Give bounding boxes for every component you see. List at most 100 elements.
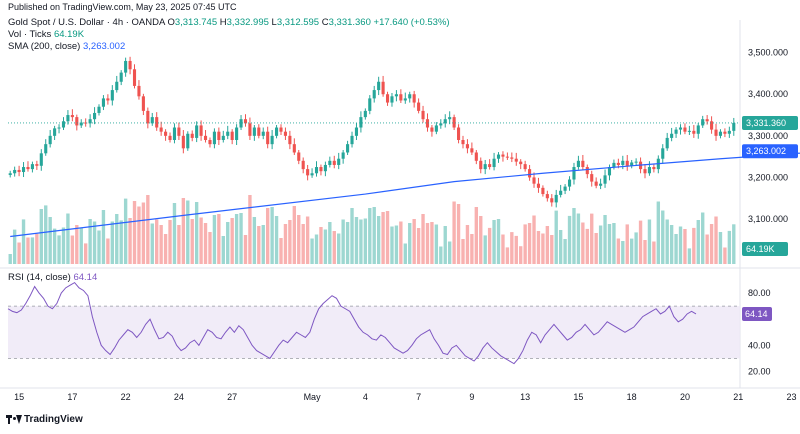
- low-value: 3,312.595: [276, 17, 320, 28]
- candle-body: [275, 127, 279, 136]
- candle-body: [70, 115, 74, 118]
- candle-body: [683, 127, 687, 132]
- price-tick-label: 3,300.000: [748, 131, 788, 141]
- volume-bar: [163, 234, 168, 264]
- volume-bar: [452, 201, 456, 264]
- volume-bar: [683, 229, 687, 264]
- candle-body: [496, 154, 501, 159]
- volume-bar: [656, 201, 661, 264]
- candle-body: [425, 119, 430, 128]
- volume-bar: [83, 243, 88, 264]
- volume-bar: [425, 223, 430, 264]
- volume-bar: [248, 195, 252, 264]
- volume-bar: [652, 241, 656, 264]
- volume-bar: [385, 211, 390, 264]
- candle-body: [452, 117, 456, 128]
- candle-body: [727, 130, 731, 134]
- volume-bar: [177, 225, 181, 264]
- volume-bar: [132, 201, 137, 264]
- candle-body: [483, 164, 487, 170]
- volume-bar: [337, 233, 341, 264]
- candle-body: [239, 119, 243, 128]
- volume-bar: [123, 198, 128, 264]
- volume-bar: [8, 254, 12, 264]
- volume-bar: [12, 229, 17, 264]
- volume-bar: [687, 248, 692, 264]
- volume-value: 64.19K: [53, 29, 85, 40]
- volume-bar: [97, 230, 101, 264]
- candle-body: [310, 173, 314, 176]
- open-value: 3,313.745: [174, 17, 218, 28]
- candle-body: [528, 169, 532, 178]
- volume-bar: [101, 210, 106, 264]
- candle-body: [670, 133, 674, 138]
- candle-body: [323, 164, 327, 172]
- candle-body: [66, 115, 70, 122]
- candle-body: [124, 60, 128, 73]
- low-label: L: [271, 17, 277, 28]
- volume-bar: [705, 234, 709, 264]
- volume-badge-label: 64.19K: [746, 244, 775, 254]
- volume-bar: [305, 216, 310, 264]
- volume-bar: [212, 215, 217, 264]
- volume-bar: [732, 224, 736, 264]
- price-tick-label: 3,400.000: [748, 89, 788, 99]
- volume-bar: [376, 216, 381, 264]
- candle-body: [110, 90, 114, 101]
- candle-body: [590, 174, 594, 182]
- candle-body: [448, 117, 452, 120]
- volume-bar: [79, 227, 83, 264]
- volume-bar: [554, 210, 558, 264]
- tradingview-logo: TradingView: [6, 414, 83, 425]
- candle-body: [470, 148, 474, 153]
- volume-bar: [629, 238, 634, 264]
- sma-price-badge: [742, 144, 798, 159]
- candle-body: [479, 160, 483, 170]
- volume-bar: [474, 207, 479, 264]
- candle-body: [61, 121, 66, 128]
- candle-body: [723, 131, 727, 134]
- candle-body: [106, 98, 110, 101]
- rsi-label: RSI (14, close): [8, 272, 71, 283]
- candle-body: [408, 94, 412, 99]
- candle-body: [536, 183, 541, 188]
- volume-bar: [61, 227, 66, 264]
- price-tick-label: 3,100.000: [748, 214, 788, 224]
- volume-bar: [696, 220, 700, 264]
- volume-bar: [288, 220, 292, 264]
- time-tick-label: 24: [174, 392, 184, 402]
- volume-bar: [709, 224, 714, 264]
- candle-body: [332, 160, 336, 165]
- volume-bar: [203, 223, 208, 264]
- candle-body: [692, 130, 696, 134]
- volume-bar: [75, 225, 79, 264]
- candle-body: [266, 131, 270, 145]
- candle-body: [554, 194, 558, 203]
- candle-body: [57, 127, 61, 129]
- candle-body: [594, 181, 598, 186]
- volume-bar: [70, 235, 75, 264]
- volume-bar: [563, 239, 567, 264]
- sma-legend: SMA (200, close) 3,263.002: [8, 41, 125, 53]
- candle-body: [368, 98, 372, 111]
- volume-bar: [541, 233, 545, 264]
- volume-bar: [261, 225, 265, 264]
- candle-body: [403, 98, 407, 101]
- time-tick-label: 27: [227, 392, 237, 402]
- volume-bar: [314, 234, 319, 264]
- volume-bar: [408, 223, 412, 264]
- volume-bar: [186, 200, 190, 264]
- candle-body: [328, 160, 332, 165]
- volume-bar: [363, 218, 368, 264]
- volume-bar: [57, 235, 61, 264]
- volume-bar: [323, 229, 328, 264]
- candle-body: [439, 123, 443, 126]
- candle-body: [301, 160, 305, 170]
- candle-body: [257, 127, 261, 136]
- candle-body: [714, 129, 718, 136]
- open-label: O: [167, 17, 175, 28]
- volume-bar: [661, 210, 665, 264]
- volume-bar: [21, 219, 26, 264]
- rsi-tick-label: 40.00: [748, 340, 771, 350]
